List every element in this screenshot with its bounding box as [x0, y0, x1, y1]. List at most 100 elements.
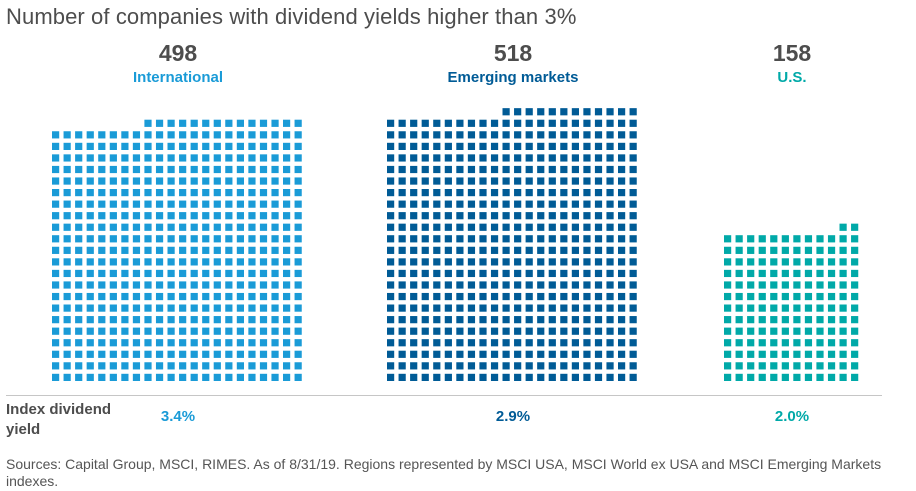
waffle-square: [271, 373, 279, 381]
waffle-square: [155, 316, 164, 324]
waffle-square: [560, 316, 568, 324]
waffle-square: [444, 154, 452, 162]
waffle-square: [490, 200, 499, 208]
waffle-square: [827, 339, 836, 347]
waffle-square: [259, 281, 268, 289]
waffle-square: [816, 339, 824, 347]
waffle-square: [190, 304, 198, 312]
waffle-square: [121, 223, 129, 231]
waffle-square: [571, 212, 579, 220]
waffle-square: [560, 258, 568, 266]
waffle-square: [433, 304, 441, 312]
waffle-square: [52, 304, 60, 312]
waffle-square: [618, 281, 626, 289]
waffle-square: [618, 327, 626, 335]
waffle-square: [398, 281, 406, 289]
waffle-square: [479, 142, 487, 150]
waffle-square: [724, 339, 732, 347]
waffle-square: [571, 350, 579, 358]
waffle-square: [490, 304, 499, 312]
waffle-square: [548, 339, 556, 347]
group-count: 518: [493, 40, 533, 66]
waffle-square: [179, 362, 187, 370]
waffle-square: [213, 350, 221, 358]
waffle-square: [537, 200, 545, 208]
waffle-square: [525, 281, 533, 289]
waffle-square: [479, 281, 487, 289]
waffle-square: [525, 235, 533, 243]
waffle-square: [398, 212, 406, 220]
waffle-square: [387, 373, 395, 381]
waffle-square: [514, 269, 522, 278]
waffle-square: [190, 327, 198, 335]
waffle-square: [271, 212, 279, 220]
waffle-square: [571, 119, 579, 127]
waffle-square: [479, 350, 487, 358]
waffle-square: [52, 212, 60, 220]
waffle-square: [144, 362, 152, 370]
waffle-square: [190, 258, 198, 266]
waffle-square: [271, 246, 279, 254]
waffle-square: [398, 154, 406, 162]
waffle-square: [618, 154, 626, 162]
waffle-square: [479, 362, 487, 370]
waffle-square: [421, 350, 429, 358]
waffle-square: [421, 119, 429, 127]
waffle-square: [851, 246, 859, 254]
waffle-square: [225, 165, 233, 174]
waffle-square: [155, 269, 164, 278]
waffle-square: [63, 212, 71, 220]
waffle-square: [618, 316, 626, 324]
waffle-square: [144, 339, 152, 347]
waffle-square: [213, 258, 221, 266]
waffle-square: [236, 350, 244, 358]
waffle-square: [86, 269, 94, 278]
waffle-square: [155, 350, 164, 358]
waffle-square: [121, 189, 129, 197]
waffle-square: [109, 269, 117, 278]
waffle-square: [167, 189, 175, 197]
waffle-square: [525, 258, 533, 266]
waffle-square: [560, 350, 568, 358]
waffle-square: [537, 281, 545, 289]
waffle-square: [514, 119, 522, 127]
waffle-square: [467, 304, 476, 312]
waffle-square: [271, 154, 279, 162]
waffle-square: [583, 281, 591, 289]
waffle-square: [271, 339, 279, 347]
waffle-square: [294, 119, 302, 127]
waffle-square: [259, 131, 268, 139]
waffle-square: [283, 235, 291, 243]
waffle-square: [594, 189, 603, 197]
waffle-square: [283, 200, 291, 208]
waffle-square: [502, 131, 510, 139]
waffle-square: [839, 292, 847, 301]
waffle-square: [248, 327, 256, 335]
waffle-square: [479, 327, 487, 335]
waffle-square: [248, 258, 256, 266]
waffle-square: [594, 212, 603, 220]
waffle-square: [537, 269, 545, 278]
waffle-square: [444, 177, 452, 185]
waffle-square: [294, 373, 302, 381]
waffle-square: [387, 339, 395, 347]
waffle-square: [433, 212, 441, 220]
waffle-square: [606, 246, 614, 254]
waffle-square: [167, 373, 175, 381]
waffle-square: [537, 339, 545, 347]
waffle-square: [839, 269, 847, 278]
waffle-square: [155, 200, 164, 208]
waffle-square: [109, 350, 117, 358]
waffle-square: [63, 165, 71, 174]
group-header-us: 158 U.S.: [662, 40, 916, 88]
waffle-square: [618, 108, 626, 116]
waffle-square: [444, 142, 452, 150]
waffle-square: [225, 281, 233, 289]
waffle-square: [537, 258, 545, 266]
waffle-square: [770, 304, 778, 312]
waffle-square: [387, 131, 395, 139]
waffle-square: [167, 177, 175, 185]
waffle-square: [155, 373, 164, 381]
waffle-square: [98, 281, 106, 289]
waffle-square: [571, 235, 579, 243]
